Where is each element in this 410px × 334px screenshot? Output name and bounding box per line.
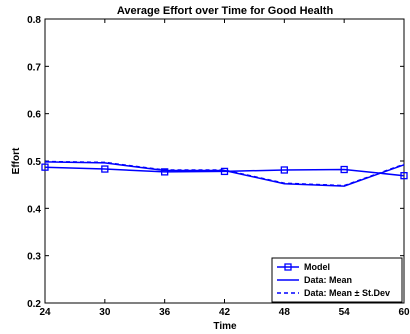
series-line-1 xyxy=(44,161,405,187)
chart-title: Average Effort over Time for Good Health xyxy=(117,5,334,17)
legend-label-stdev: Data: Mean ± St.Dev xyxy=(304,288,390,298)
series-line-0 xyxy=(44,166,405,177)
legend-label-model: Model xyxy=(304,262,330,272)
x-tick-label: 60 xyxy=(398,307,410,318)
model-point xyxy=(340,165,348,174)
series-group xyxy=(41,160,408,187)
legend: Model Data: Mean Data: Mean ± St.Dev xyxy=(271,257,403,303)
x-axis-label: Time xyxy=(213,321,237,332)
model-point xyxy=(101,165,109,173)
y-tick-label: 0.3 xyxy=(27,252,41,263)
y-axis-label: Effort xyxy=(11,147,22,174)
y-tick-label: 0.7 xyxy=(27,62,41,73)
axis-ticks: 24 30 36 42 48 54 60 0.2 0.3 0.4 0.5 0.6 0.7 0.8 xyxy=(27,15,410,318)
model-point xyxy=(400,172,408,180)
legend-marker-model xyxy=(284,263,292,271)
plot-area xyxy=(44,18,405,304)
x-tick-label: 54 xyxy=(339,307,351,318)
y-tick-label: 0.6 xyxy=(27,110,41,121)
x-tick-label: 30 xyxy=(99,307,111,318)
x-tick-label: 36 xyxy=(159,307,171,318)
x-tick-label: 24 xyxy=(39,307,51,318)
model-point xyxy=(280,166,288,174)
y-tick-label: 0.5 xyxy=(27,157,41,168)
model-point xyxy=(220,167,229,176)
x-tick-label: 48 xyxy=(279,307,291,318)
y-tick-label: 0.2 xyxy=(27,299,41,310)
y-tick-label: 0.4 xyxy=(27,204,41,215)
x-tick-label: 42 xyxy=(219,307,231,318)
legend-label-mean: Data: Mean xyxy=(304,275,352,285)
model-point xyxy=(161,168,169,176)
y-tick-label: 0.8 xyxy=(27,15,41,26)
model-point xyxy=(41,163,49,171)
